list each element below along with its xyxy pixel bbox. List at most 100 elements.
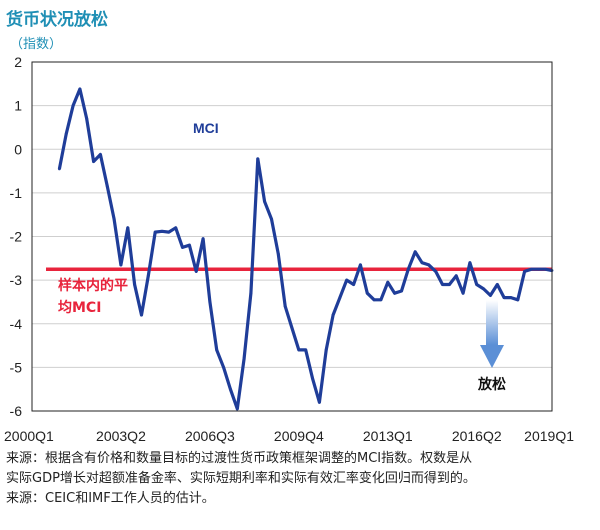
y-axis-unit: （指数） <box>10 37 63 52</box>
mci-point <box>249 291 253 295</box>
mci-point <box>64 132 68 136</box>
mci-point <box>393 291 397 295</box>
mci-point <box>99 153 102 156</box>
mci-point <box>304 348 308 352</box>
mci-point <box>201 237 205 241</box>
mci-point <box>379 298 383 302</box>
mci-point <box>495 283 499 286</box>
mci-point <box>338 296 342 299</box>
mci-series-label: MCI <box>193 120 219 136</box>
easing-arrow-icon <box>480 300 504 368</box>
mci-point <box>85 117 89 121</box>
mci-point <box>441 283 444 286</box>
mci-point <box>215 348 219 352</box>
plot-frame <box>31 61 553 412</box>
y-tick-label: 2 <box>14 54 22 70</box>
mci-point <box>447 283 451 286</box>
y-tick-label: -5 <box>10 359 23 375</box>
mci-point <box>133 283 137 286</box>
mci-point <box>160 229 164 233</box>
mci-point <box>427 263 431 267</box>
mci-point <box>78 87 82 91</box>
mci-point <box>92 160 95 163</box>
mci-point <box>509 296 513 299</box>
mci-point <box>126 226 130 230</box>
mci-point <box>420 261 424 265</box>
chart-title: 货币状况放松 <box>6 10 108 30</box>
y-tick-label: -6 <box>10 403 23 419</box>
mci-point <box>290 326 294 330</box>
mci-point <box>105 184 109 188</box>
mci-point <box>194 270 198 273</box>
y-tick-label: -1 <box>10 185 23 201</box>
mci-point <box>400 289 403 293</box>
mci-point <box>365 291 369 295</box>
mci-point <box>112 217 116 221</box>
y-tick-labels: 2 1 0 -1 -2 -3 -4 -5 -6 <box>10 54 23 419</box>
mci-point <box>317 400 321 404</box>
mci-line-chart: 2 1 0 -1 -2 -3 -4 -5 -6 2000Q1 2003Q2 2006Q3 2009Q4… <box>4 54 574 444</box>
x-tick-labels: 2000Q1 2003Q2 2006Q3 2009Q4 2013Q1 2016Q2 2019… <box>4 428 574 444</box>
mci-point <box>256 157 260 161</box>
mci-point <box>181 246 184 249</box>
y-tick-label: 0 <box>14 141 22 157</box>
mci-point <box>174 226 178 230</box>
mci-point <box>140 313 143 317</box>
mci-point <box>71 104 75 108</box>
mci-point <box>530 267 533 271</box>
mci-point <box>311 376 314 380</box>
mci-point <box>372 298 376 302</box>
mci-point <box>276 252 280 256</box>
y-tick-label: -3 <box>10 272 23 288</box>
mci-point <box>352 283 355 286</box>
x-tick-label: 2006Q3 <box>185 428 235 444</box>
mci-point <box>482 287 485 291</box>
mci-point <box>475 283 479 286</box>
mci-point <box>523 270 527 273</box>
easing-label: 放松 <box>477 376 506 393</box>
mci-point <box>119 263 123 267</box>
mci-point <box>324 348 328 352</box>
mci-point <box>235 407 239 411</box>
mci-point <box>489 293 492 297</box>
mci-point <box>167 230 171 234</box>
x-tick-label: 2019Q1 <box>524 428 574 444</box>
grid-lines <box>32 61 552 412</box>
x-tick-label: 2003Q2 <box>96 428 146 444</box>
mci-point <box>263 200 267 204</box>
mci-point <box>468 261 472 265</box>
note-line-3: 来源：CEIC和IMF工作人员的估计。 <box>6 491 215 506</box>
source-notes: 来源：根据含有价格和数量目标的过渡性货币政策框架调整的MCI指数。权数是从 实际… <box>6 449 594 509</box>
mci-point <box>146 274 150 278</box>
mci-point <box>222 365 225 369</box>
note-line-2: 实际GDP增长对超额准备金率、实际短期利率和实际有效汇率变化回归而得到的。 <box>6 471 476 486</box>
x-tick-label: 2009Q4 <box>274 428 324 444</box>
y-tick-label: -4 <box>10 316 23 332</box>
mean-label-line1: 样本内的平 <box>58 277 128 294</box>
y-tick-label: -2 <box>10 229 23 245</box>
mci-point <box>345 278 349 282</box>
x-tick-label: 2016Q2 <box>452 428 502 444</box>
note-line-1: 来源：根据含有价格和数量目标的过渡性货币政策框架调整的MCI指数。权数是从 <box>6 451 473 466</box>
mci-point <box>242 357 246 361</box>
mci-series-line <box>57 87 553 411</box>
mci-point <box>502 296 506 299</box>
mci-point <box>543 267 547 271</box>
x-tick-label: 2000Q1 <box>4 428 54 444</box>
mean-label-line2: 均MCI <box>58 299 101 316</box>
x-tick-label: 2013Q1 <box>363 428 413 444</box>
mci-point <box>153 230 157 234</box>
mci-point <box>454 274 458 278</box>
mci-point <box>359 263 362 267</box>
mci-point <box>386 280 390 284</box>
mci-point <box>283 304 287 308</box>
mci-point <box>187 243 191 247</box>
mci-point <box>270 217 273 221</box>
mci-point <box>516 298 520 302</box>
mci-point <box>331 313 335 317</box>
y-tick-label: 1 <box>14 98 22 114</box>
mci-point <box>57 167 61 171</box>
mci-point <box>406 267 410 271</box>
mci-point <box>297 348 301 352</box>
mci-point <box>536 267 540 271</box>
